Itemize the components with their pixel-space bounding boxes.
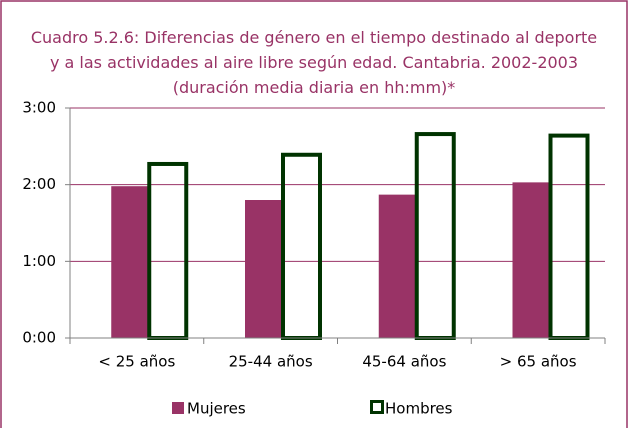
bar xyxy=(548,133,590,340)
bar xyxy=(111,186,150,338)
legend-swatch xyxy=(172,402,184,414)
legend-label: Hombres xyxy=(385,400,453,418)
legend-swatch xyxy=(370,400,384,414)
bar xyxy=(147,161,189,340)
x-tick-label: > 65 años xyxy=(500,353,577,371)
bar xyxy=(512,182,551,338)
x-tick-label: 25-44 años xyxy=(229,353,313,371)
y-tick-label: 3:00 xyxy=(22,99,56,117)
x-tick-label: < 25 años xyxy=(98,353,175,371)
chart-title: Cuadro 5.2.6: Diferencias de género en e… xyxy=(31,28,597,97)
bar xyxy=(378,194,417,338)
y-tick-label: 0:00 xyxy=(22,329,56,347)
y-tick-label: 2:00 xyxy=(22,175,56,193)
y-tick-label: 1:00 xyxy=(22,252,56,270)
legend-label: Mujeres xyxy=(187,400,246,418)
bar xyxy=(281,152,322,340)
bar xyxy=(414,132,456,340)
x-tick-label: 45-64 años xyxy=(362,353,446,371)
bar xyxy=(245,200,283,338)
